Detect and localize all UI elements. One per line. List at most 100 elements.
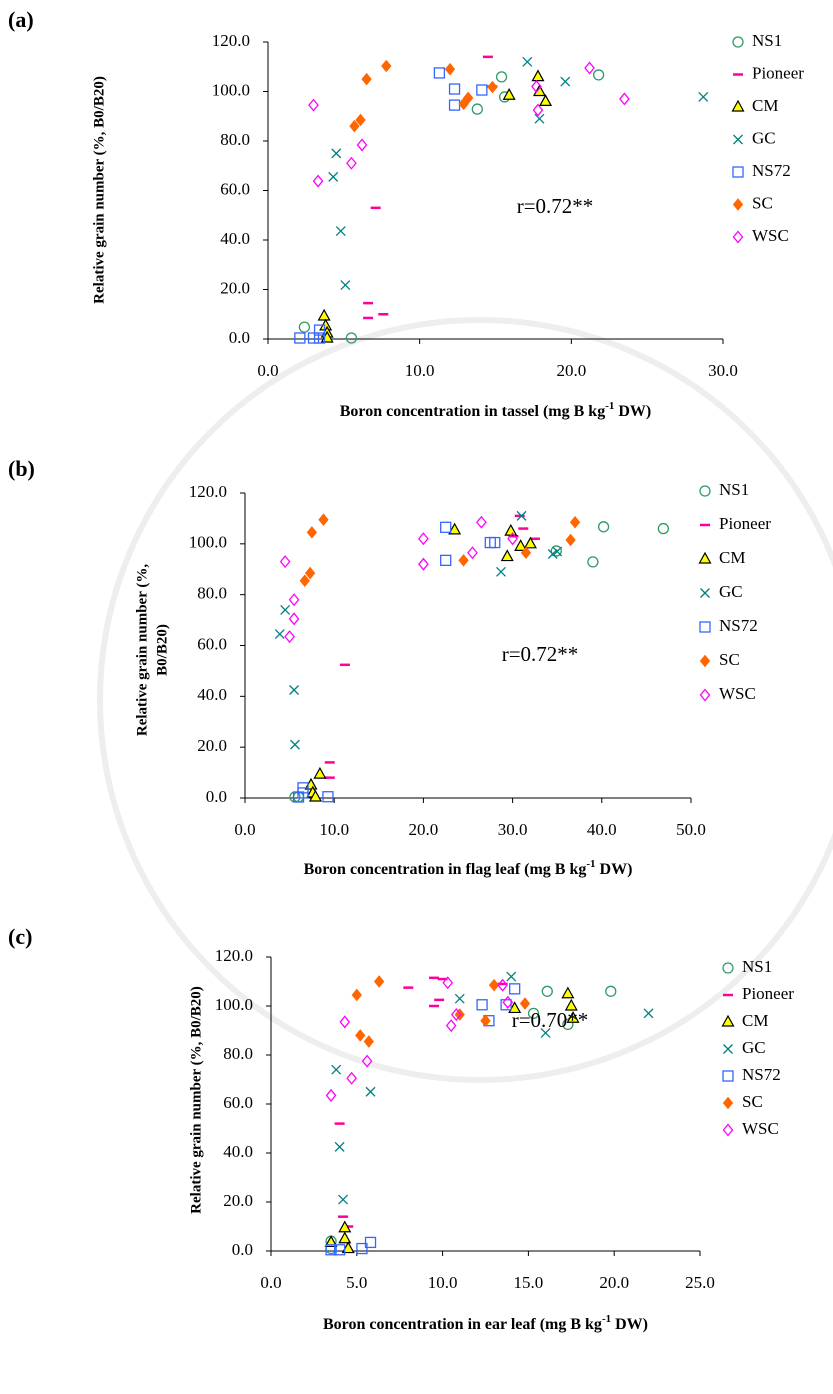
y-tick-label: 20.0 — [223, 1191, 253, 1210]
x-tick-label: 50.0 — [676, 820, 706, 839]
legend-label: Pioneer — [742, 984, 794, 1003]
point — [531, 69, 545, 82]
point — [289, 685, 300, 695]
legend-marker — [732, 198, 744, 211]
annotation: r=0.72** — [517, 194, 594, 218]
y-tick-label: 100.0 — [215, 995, 253, 1014]
point — [308, 98, 319, 112]
point — [328, 171, 339, 182]
legend-marker — [722, 1096, 734, 1110]
point — [345, 332, 358, 344]
point — [560, 76, 571, 87]
point — [540, 1027, 551, 1038]
point — [488, 978, 500, 992]
panel-label: (a) — [8, 7, 34, 32]
point — [502, 87, 516, 100]
y-tick-label: 60.0 — [220, 179, 250, 198]
point — [324, 1235, 338, 1248]
point — [325, 1244, 337, 1256]
point — [346, 1071, 357, 1085]
point — [531, 80, 542, 94]
legend-marker — [700, 588, 710, 598]
point — [587, 556, 599, 568]
y-axis-label: B0/B20) — [154, 624, 170, 676]
legend-label: SC — [742, 1092, 763, 1111]
point — [448, 522, 462, 535]
point — [569, 515, 581, 529]
point — [325, 1088, 337, 1102]
point — [550, 545, 562, 557]
point — [306, 526, 318, 539]
point — [355, 1029, 366, 1042]
point — [484, 536, 496, 549]
point — [509, 983, 521, 995]
x-axis-label-part: Boron concentration in flag leaf (mg B k… — [304, 861, 587, 878]
point — [313, 766, 327, 779]
point — [506, 971, 517, 982]
legend-label: SC — [719, 650, 740, 669]
x-tick-label: 10.0 — [428, 1273, 458, 1292]
legend-label: CM — [719, 548, 745, 567]
point — [561, 986, 575, 999]
point — [508, 1001, 522, 1014]
x-axis-label-part: Boron concentration in tassel (mg B kg — [340, 403, 605, 420]
watermark — [97, 317, 833, 1083]
legend-label: Pioneer — [719, 514, 771, 533]
point — [476, 84, 488, 96]
point — [487, 80, 498, 94]
point — [288, 612, 300, 626]
x-tick-label: 20.0 — [599, 1273, 629, 1292]
point — [346, 156, 357, 170]
legend-label: GC — [742, 1038, 766, 1057]
x-tick-label: 30.0 — [708, 361, 738, 380]
point — [313, 332, 326, 344]
point — [351, 988, 362, 1002]
y-tick-label: 100.0 — [189, 533, 227, 552]
point — [643, 1008, 654, 1019]
legend-marker — [722, 962, 734, 974]
x-tick-label: 10.0 — [319, 820, 349, 839]
point — [458, 554, 469, 567]
point — [317, 308, 331, 321]
point — [312, 174, 324, 188]
y-axis-label: Relative grain number (%, — [134, 564, 150, 736]
point — [338, 1231, 352, 1244]
point — [522, 56, 533, 67]
point — [349, 119, 360, 133]
x-axis-label-part: DW) — [614, 403, 651, 420]
y-tick-label: 60.0 — [223, 1093, 253, 1112]
point — [418, 532, 429, 546]
point — [552, 546, 563, 557]
legend-label: Pioneer — [752, 63, 804, 82]
annotation: r=0.72** — [502, 642, 579, 666]
legend-marker — [733, 134, 743, 145]
point — [418, 557, 429, 571]
point — [500, 549, 514, 562]
point — [476, 515, 487, 529]
point — [592, 69, 605, 81]
point — [502, 995, 514, 1009]
point — [339, 1015, 351, 1029]
annotation: r=0.70** — [512, 1008, 589, 1032]
legend-label: NS72 — [752, 161, 791, 180]
y-tick-label: 120.0 — [189, 482, 227, 501]
point — [539, 94, 553, 107]
x-tick-label: 0.0 — [260, 1273, 281, 1292]
point — [294, 332, 306, 344]
point — [341, 1241, 355, 1254]
point — [657, 522, 669, 535]
legend-marker — [699, 485, 711, 497]
point — [454, 1008, 465, 1021]
point — [516, 510, 527, 521]
legend-label: NS1 — [742, 957, 772, 976]
point — [566, 1011, 580, 1023]
legend-label: CM — [752, 96, 778, 115]
point — [322, 791, 334, 803]
legend-label: NS1 — [752, 31, 782, 50]
point — [298, 321, 311, 333]
y-tick-label: 120.0 — [215, 946, 253, 965]
point — [334, 1141, 345, 1152]
x-tick-label: 15.0 — [514, 1273, 544, 1292]
legend-marker — [732, 36, 744, 48]
